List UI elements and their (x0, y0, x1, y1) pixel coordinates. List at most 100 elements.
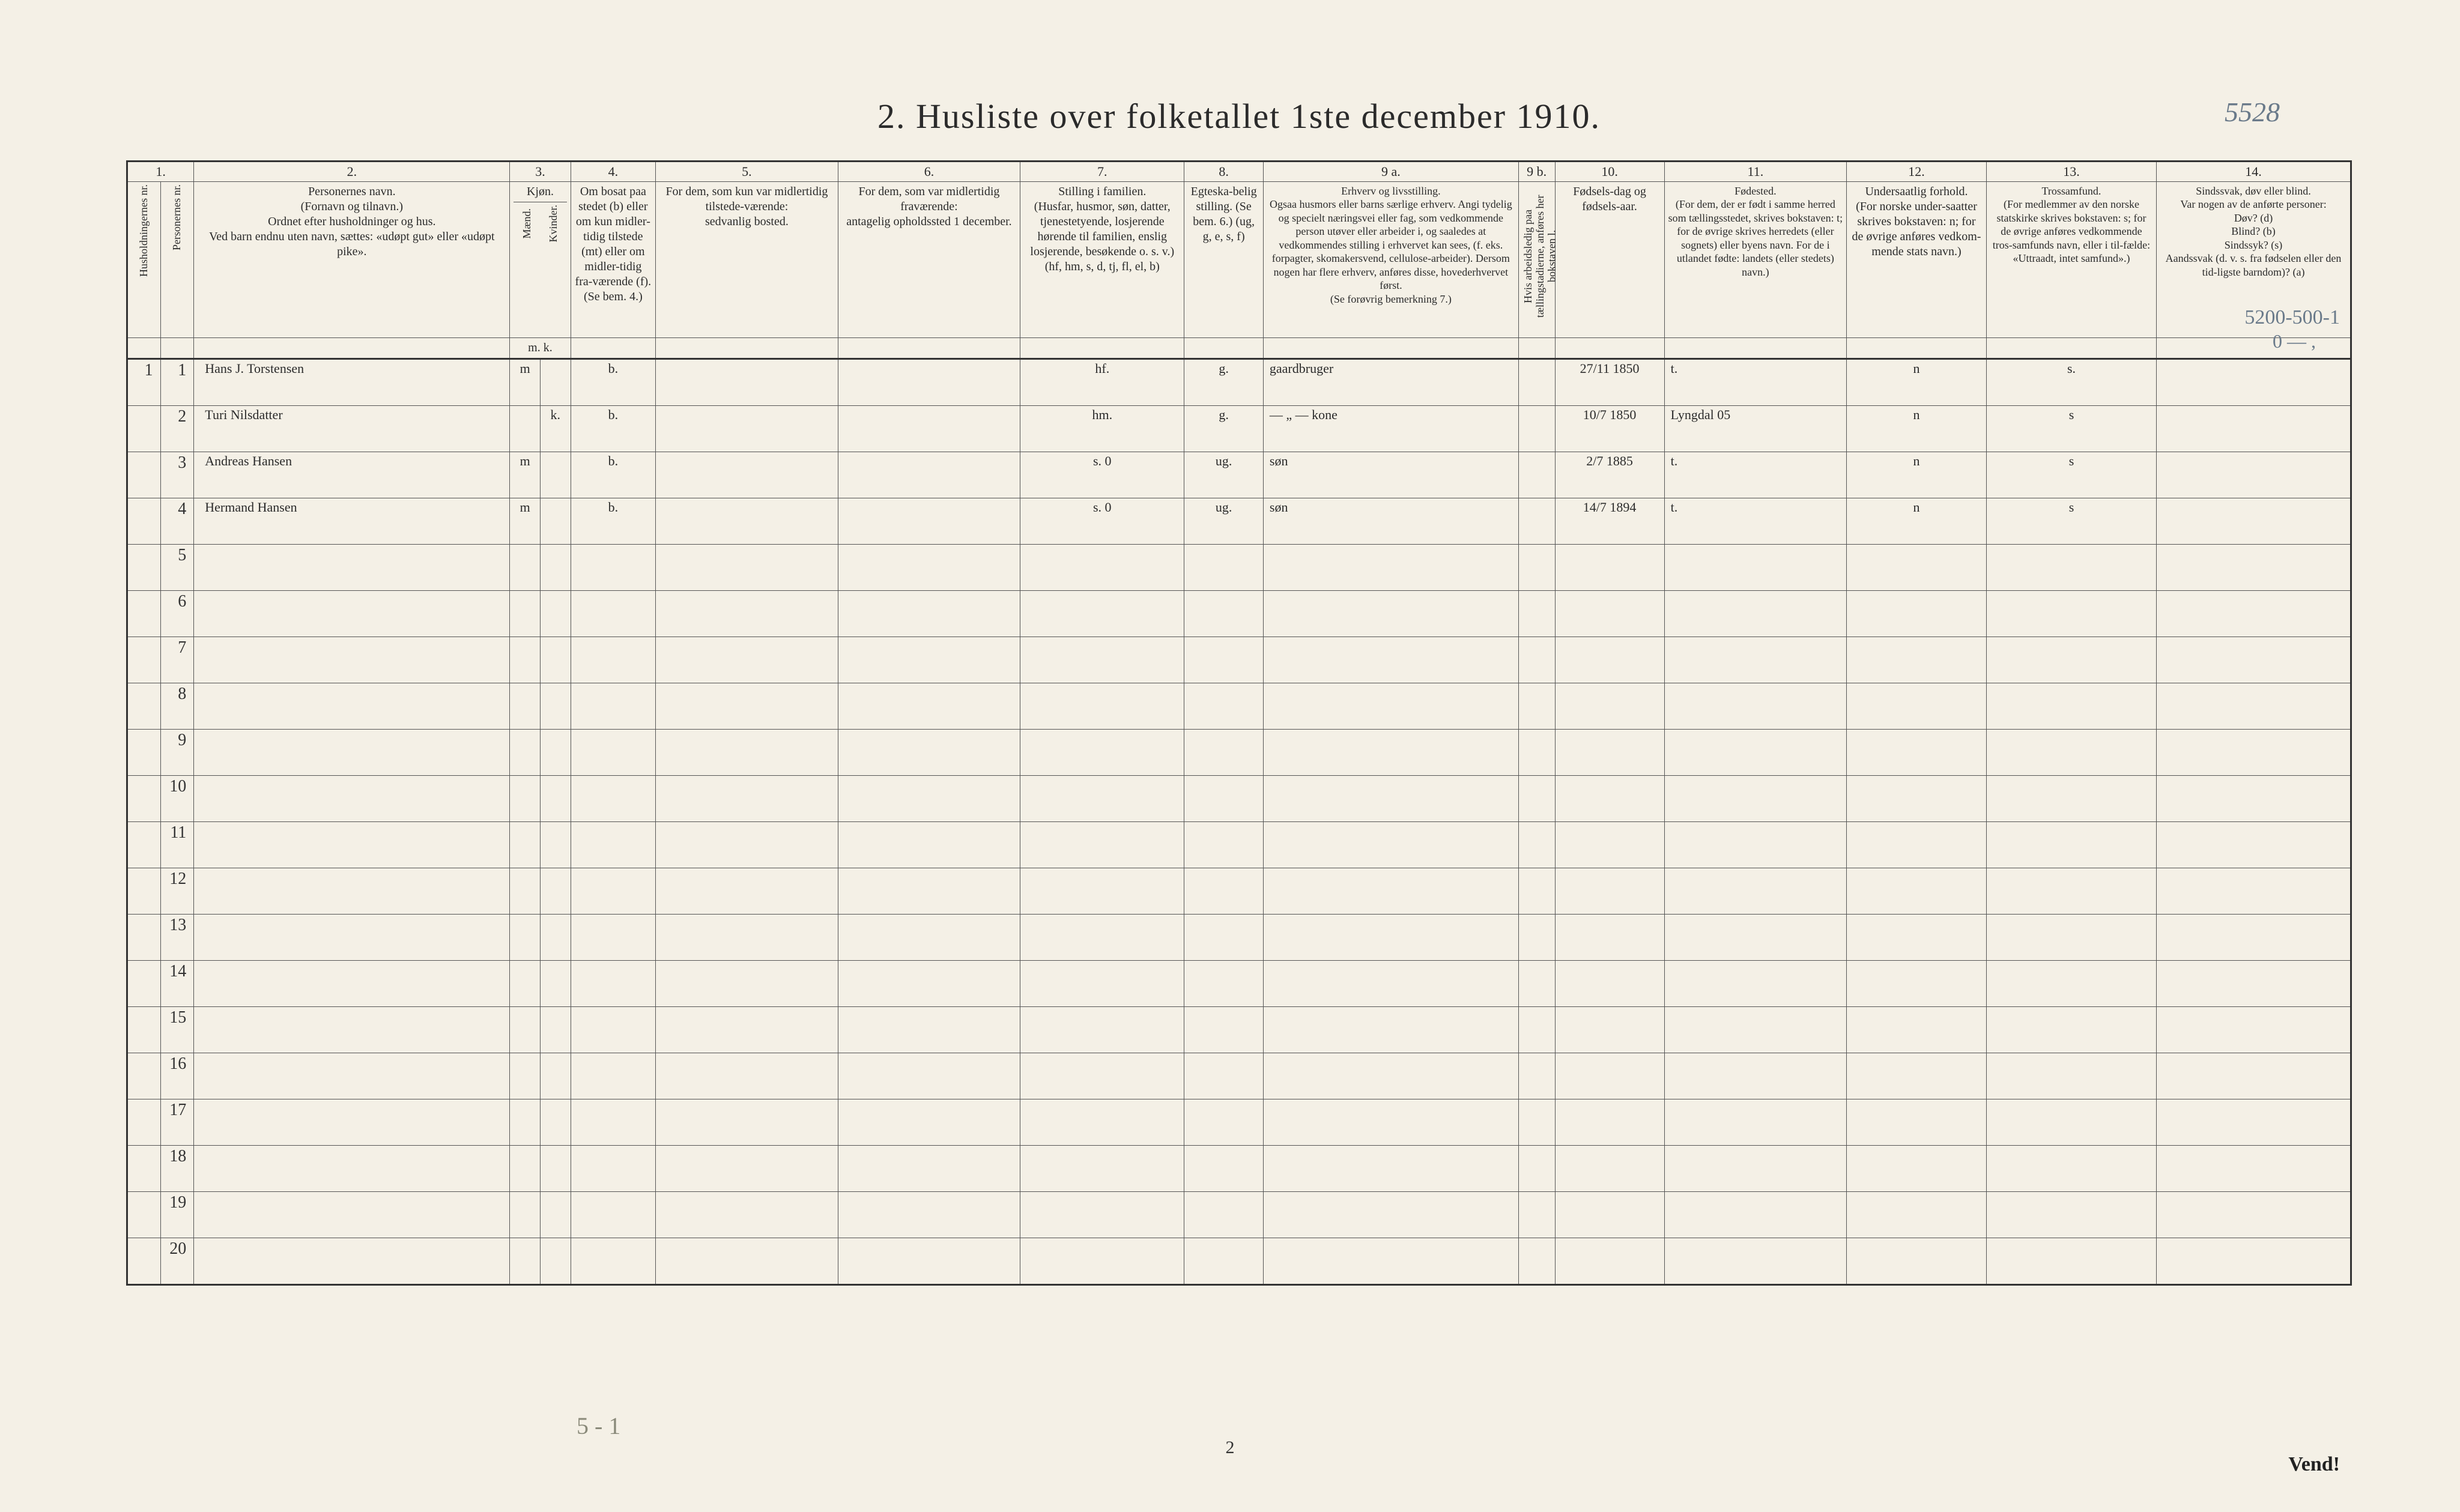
cell-empty (1664, 775, 1847, 821)
cell-empty (2157, 729, 2351, 775)
cell-empty (1518, 683, 1555, 729)
cell-empty (1263, 1145, 1518, 1191)
cell-empty (127, 1099, 161, 1145)
cell-m: m (510, 498, 541, 544)
col-11-label: Fødested. (For dem, der er født i samme … (1664, 181, 1847, 337)
cell-empty (1986, 1099, 2156, 1145)
cell-empty (194, 1238, 510, 1284)
cell-name: Hans J. Torstensen (194, 358, 510, 405)
cell-empty (656, 1099, 838, 1145)
cell-k (540, 358, 571, 405)
cell-empty (2157, 960, 2351, 1006)
cell-empty (2157, 1053, 2351, 1099)
colnum-11: 11. (1664, 162, 1847, 182)
cell-m (510, 405, 541, 452)
cell-empty (1664, 821, 1847, 868)
cell-empty (540, 637, 571, 683)
row-number: 9 (160, 729, 194, 775)
cell-empty (1555, 637, 1664, 683)
cell-empty (1847, 1191, 1987, 1238)
cell-empty (656, 683, 838, 729)
margin-annotation-below: 0 — , (2273, 330, 2316, 352)
cell-empty (1555, 821, 1664, 868)
cell-empty (1664, 1191, 1847, 1238)
cell-empty (1263, 1053, 1518, 1099)
cell-empty (1847, 1099, 1987, 1145)
colnum-4: 4. (571, 162, 656, 182)
cell-empty (1263, 775, 1518, 821)
cell-empty (1847, 1006, 1987, 1053)
cell-empty (1986, 775, 2156, 821)
cell-empty (2157, 1145, 2351, 1191)
cell-empty (1518, 1099, 1555, 1145)
table-row-empty: 18 (127, 1145, 2351, 1191)
cell-empty (1555, 1145, 1664, 1191)
cell-empty (1184, 1238, 1264, 1284)
col-13-label: Trossamfund. (For medlemmer av den norsk… (1986, 181, 2156, 337)
cell-empty (1263, 637, 1518, 683)
cell-empty (1184, 1191, 1264, 1238)
cell-empty (1263, 1191, 1518, 1238)
cell-fodested: t. (1664, 358, 1847, 405)
mk-blank-8 (1184, 337, 1264, 358)
cell-stilling: hm. (1020, 405, 1184, 452)
cell-empty (127, 1006, 161, 1053)
col-3-top: Kjøn. (514, 184, 566, 199)
cell-empty (1555, 1053, 1664, 1099)
cell-empty (838, 821, 1020, 868)
cell-empty (1184, 1099, 1264, 1145)
row-number: 7 (160, 637, 194, 683)
table-row-empty: 11 (127, 821, 2351, 868)
colnum-9b: 9 b. (1518, 162, 1555, 182)
cell-empty (656, 729, 838, 775)
cell-empty (1664, 960, 1847, 1006)
colnum-7: 7. (1020, 162, 1184, 182)
footer-page-number: 2 (1226, 1438, 1235, 1458)
cell-sind (2157, 498, 2351, 544)
cell-empty (1020, 821, 1184, 868)
cell-pers: 4 (160, 498, 194, 544)
cell-hus (127, 405, 161, 452)
cell-c5 (656, 498, 838, 544)
cell-empty (540, 1191, 571, 1238)
cell-empty (540, 590, 571, 637)
cell-empty (656, 914, 838, 960)
cell-empty (540, 960, 571, 1006)
col-10-label: Fødsels-dag og fødsels-aar. (1555, 181, 1664, 337)
mk-blank-3 (194, 337, 510, 358)
colnum-2: 2. (194, 162, 510, 182)
cell-empty (838, 729, 1020, 775)
cell-c5 (656, 405, 838, 452)
cell-empty (1986, 729, 2156, 775)
row-number: 6 (160, 590, 194, 637)
cell-empty (838, 1053, 1020, 1099)
cell-empty (1020, 544, 1184, 590)
cell-empty (838, 960, 1020, 1006)
cell-empty (194, 544, 510, 590)
cell-c9b (1518, 405, 1555, 452)
cell-hus: 1 (127, 358, 161, 405)
cell-empty (2157, 775, 2351, 821)
cell-empty (1184, 1006, 1264, 1053)
cell-empty (1263, 729, 1518, 775)
table-row: 11Hans J. Torstensenmb.hf.g.gaardbruger2… (127, 358, 2351, 405)
cell-empty (510, 868, 541, 914)
cell-empty (656, 775, 838, 821)
mk-blank-7 (1020, 337, 1184, 358)
cell-empty (1263, 544, 1518, 590)
mk-blank-4 (571, 337, 656, 358)
mk-blank-6 (838, 337, 1020, 358)
cell-empty (1986, 683, 2156, 729)
cell-empty (571, 960, 656, 1006)
cell-egte: ug. (1184, 452, 1264, 498)
col-8-label: Egteska-belig stilling. (Se bem. 6.) (ug… (1184, 181, 1264, 337)
cell-empty (194, 1053, 510, 1099)
cell-empty (194, 590, 510, 637)
table-row-empty: 13 (127, 914, 2351, 960)
cell-fodested: t. (1664, 498, 1847, 544)
cell-empty (1518, 1053, 1555, 1099)
cell-k (540, 498, 571, 544)
cell-fodsel: 27/11 1850 (1555, 358, 1664, 405)
column-label-row: Husholdningernes nr. Personernes nr. Per… (127, 181, 2351, 337)
cell-empty (1263, 960, 1518, 1006)
